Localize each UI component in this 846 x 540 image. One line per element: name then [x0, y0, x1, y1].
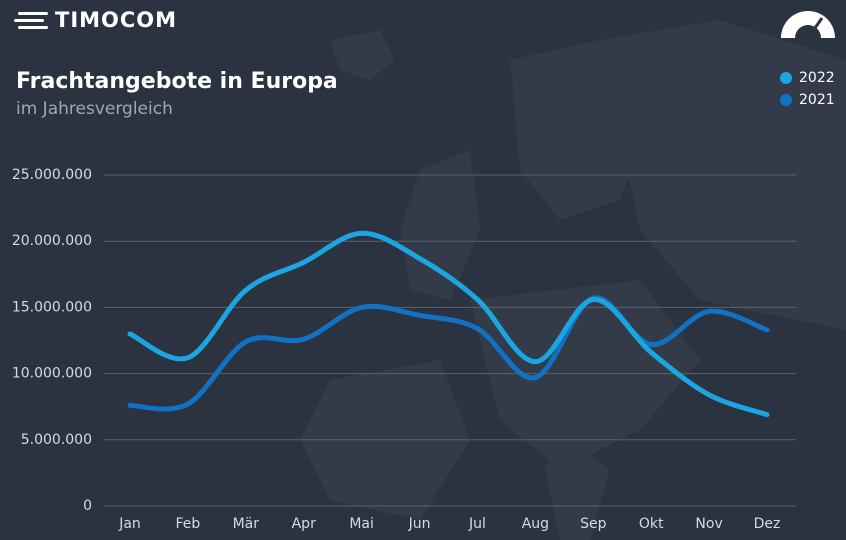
y-tick-label: 10.000.000 — [12, 366, 92, 382]
legend-marker — [780, 72, 792, 84]
logo-bar — [18, 12, 48, 15]
x-tick-label: Feb — [176, 516, 201, 532]
brand: TIMOCOM — [55, 8, 177, 32]
map-background — [300, 20, 846, 540]
logo-bar — [18, 26, 48, 29]
y-tick-label: 25.000.000 — [12, 167, 92, 183]
series-line — [127, 230, 770, 418]
legend-label: 2021 — [799, 92, 835, 108]
logo-bar — [14, 19, 44, 22]
y-tick-label: 5.000.000 — [21, 432, 92, 448]
y-tick-label: 0 — [83, 498, 92, 514]
y-tick-label: 15.000.000 — [12, 299, 92, 315]
chart-subtitle: im Jahresvergleich — [16, 99, 173, 119]
logo — [14, 12, 48, 29]
series-line — [127, 295, 770, 412]
x-tick-label: Jun — [408, 516, 431, 532]
legend-marker — [780, 94, 792, 106]
x-tick-label: Mai — [349, 516, 374, 532]
legend-label: 2022 — [799, 70, 835, 86]
x-tick-label: Mär — [233, 516, 260, 532]
x-tick-label: Nov — [695, 516, 722, 532]
gauge-icon — [781, 11, 835, 39]
x-tick-label: Jan — [118, 516, 141, 532]
x-tick-label: Aug — [522, 516, 549, 532]
x-tick-label: Okt — [639, 516, 664, 532]
x-tick-label: Jul — [468, 516, 486, 532]
y-tick-label: 20.000.000 — [12, 233, 92, 249]
x-tick-label: Apr — [292, 516, 316, 532]
x-tick-label: Dez — [754, 516, 781, 532]
chart-title: Frachtangebote in Europa — [16, 69, 338, 94]
x-tick-label: Sep — [580, 516, 607, 532]
